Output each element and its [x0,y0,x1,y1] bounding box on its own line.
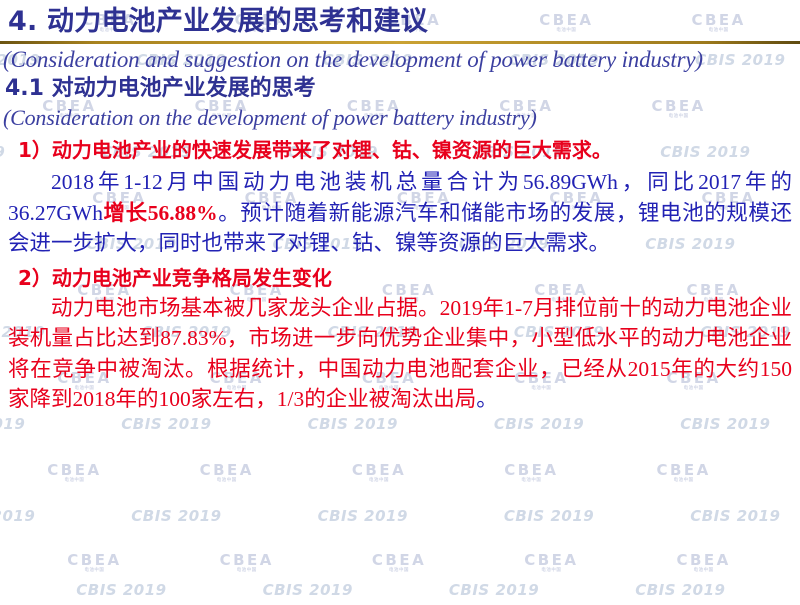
watermark-cbea-subtitle: 电池中国 [541,568,562,573]
section-heading-chinese: 4.1 对动力电池产业发展的思考 [5,76,316,102]
watermark-cbea-subtitle: 电池中国 [216,478,237,483]
watermark-cbis: CBIS 2019 [307,415,398,433]
section-heading-english: (Consideration on the development of pow… [3,104,537,130]
watermark-cbea-subtitle: 电池中国 [693,568,714,573]
watermark-cbea: CBEA 电池中国 [656,461,711,483]
watermark-cbis: CBIS 2019 [635,581,726,599]
point-1-text-part-3: 。预计随着新能源汽车和储能市场的发展，锂电池的规模还会进一步扩大，同时也带来了对… [8,200,792,256]
page-title-english: (Consideration and suggestion on the dev… [3,46,703,72]
watermark-cbea-subtitle: 电池中国 [389,568,410,573]
watermark-cbis: CBIS 2019 [680,415,771,433]
point-2-text: 动力电池市场基本被几家龙头企业占据。2019年1-7月排位前十的动力电池企业装机… [8,295,792,412]
point-1-heading: 1）动力电池产业的快速发展带来了对锂、钴、镍资源的巨大需求。 [18,138,612,163]
watermark-cbea: CBEA 电池中国 [504,461,559,483]
watermark-cbis: CBIS 2019 [493,415,585,433]
slide-content: 4. 动力电池产业发展的思考和建议 (Consideration and sug… [0,5,800,415]
point-1-text-part-1: 2018年1-12月中国动力电池装机总量合计为56.89GWh，同比2017年的… [8,170,792,225]
watermark-cbis: CBIS 2019 [121,415,212,433]
point-2-paragraph: 动力电池市场基本被几家龙头企业占据。2019年1-7月排位前十的动力电池企业装机… [8,293,792,415]
watermark-row: CBEA 电池中国 CBEA 电池中国 CBEA 电池中国 CBEA 电池中国 CBEA 电池中国… [0,461,800,483]
watermark-cbea-subtitle: 电池中国 [369,478,390,483]
watermark-cbea-subtitle: 电池中国 [236,568,257,573]
watermark-cbea: CBEA 电池中国 [67,551,122,573]
watermark-cbis: CBIS 2019 [503,507,595,525]
watermark-cbis: CBIS 2019 [262,581,353,599]
watermark-cbea: CBEA 电池中国 [351,461,407,483]
watermark-cbis: CBIS 2019 [0,415,26,433]
watermark-cbea: CBEA 电池中国 [371,551,427,573]
watermark-row: CBIS 2019 CBIS 2019 CBIS 2019 CBIS 2019 CBIS… [0,417,800,432]
page-title: 4. 动力电池产业发展的思考和建议 [8,6,428,37]
title-divider [0,40,800,44]
watermark-cbea: CBEA 电池中国 [199,461,254,483]
point-1-paragraph: 2018年1-12月中国动力电池装机总量合计为56.89GWh，同比2017年的… [8,167,792,259]
watermark-cbea: CBEA 电池中国 [676,551,731,573]
point-2-final-period: 。 [476,387,498,412]
watermark-cbis: CBIS 2019 [317,507,408,525]
watermark-cbis: CBIS 2019 [0,507,36,525]
watermark-cbis: CBIS 2019 [76,581,167,599]
watermark-cbea-subtitle: 电池中国 [84,568,105,573]
watermark-cbea: CBEA 电池中国 [524,551,579,573]
watermark-row: CBEA 电池中国 CBEA 电池中国 CBEA 电池中国 CBEA 电池中国 CBEA 电池中国… [0,551,800,573]
watermark-cbea-subtitle: 电池中国 [521,478,542,483]
watermark-cbea: CBEA 电池中国 [219,551,274,573]
watermark-row: CBIS 2019 CBIS 2019 CBIS 2019 CBIS 2019 CBIS… [0,509,800,524]
watermark-cbea-subtitle: 电池中国 [64,478,85,483]
watermark-cbis: CBIS 2019 [131,507,222,525]
watermark-cbis: CBIS 2019 [690,507,781,525]
growth-highlight: 增长56.88% [102,200,218,225]
point-2-heading: 2）动力电池产业竞争格局发生变化 [18,265,332,290]
watermark-cbea-subtitle: 电池中国 [673,478,694,483]
watermark-cbis: CBIS 2019 [448,581,540,599]
watermark-cbea: CBEA 电池中国 [47,461,102,483]
